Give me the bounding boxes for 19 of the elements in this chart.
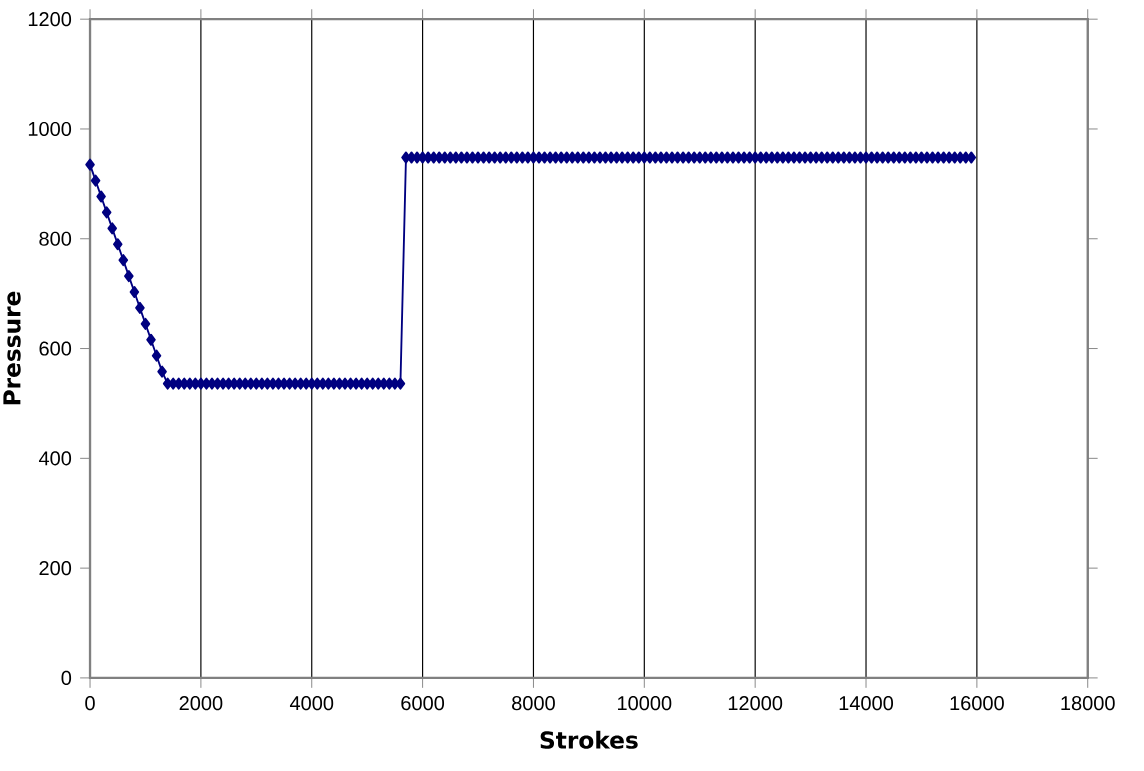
y-tick-label: 1200 (28, 12, 72, 27)
x-tick-label: 12000 (728, 696, 783, 711)
x-tick-label: 10000 (618, 696, 672, 711)
y-tick-label: 800 (39, 231, 72, 247)
x-tick-label: 0 (85, 696, 95, 711)
y-tick-label: 600 (39, 341, 72, 356)
x-tick-label: 18000 (1061, 696, 1115, 711)
x-axis-title: Strokes (540, 731, 638, 750)
x-tick-label: 6000 (401, 696, 445, 711)
x-tick-label: 16000 (950, 696, 1004, 711)
y-tick-label: 1000 (28, 122, 72, 137)
x-tick-label: 14000 (839, 696, 894, 711)
y-axis-title: Pressure (3, 291, 21, 405)
y-tick-label: 400 (38, 451, 72, 466)
x-tick-label: 4000 (289, 696, 334, 711)
x-tick-label: 8000 (512, 696, 555, 711)
y-tick-label: 200 (39, 561, 72, 576)
x-tick-label: 2000 (179, 696, 223, 711)
y-tick-label: 0 (61, 671, 72, 686)
